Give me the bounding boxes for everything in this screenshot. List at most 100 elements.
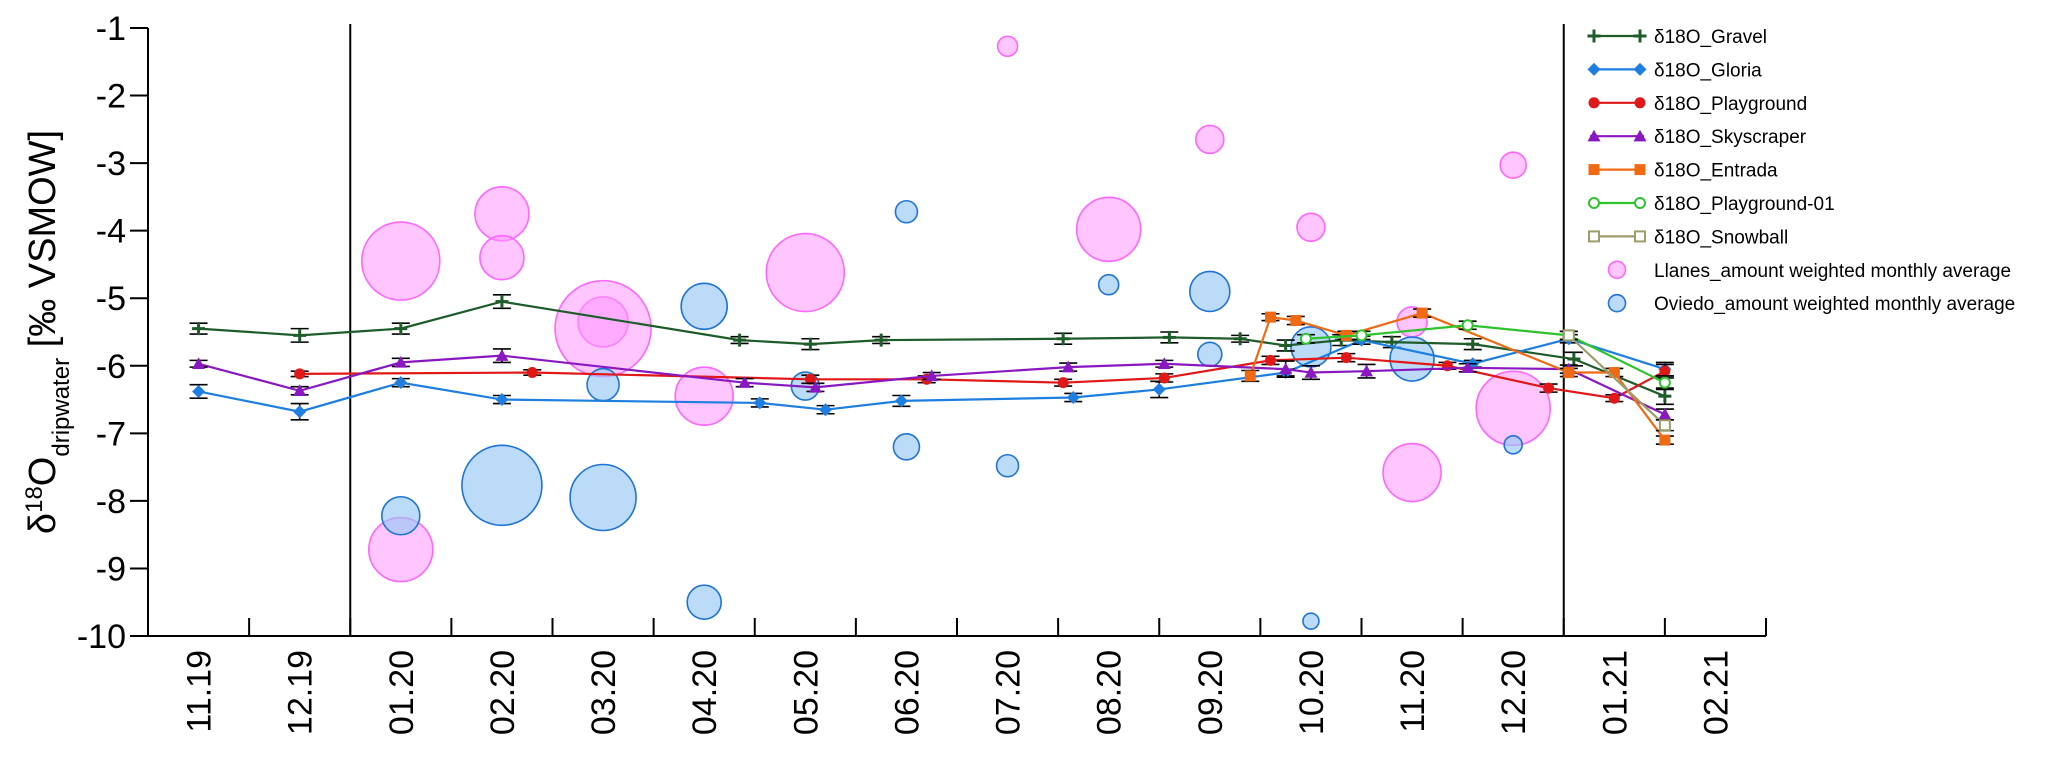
data-point: [1061, 360, 1075, 373]
data-point: [1588, 197, 1600, 209]
legend-item: δ18O_Playground: [1588, 94, 1807, 115]
data-point: [192, 384, 206, 398]
bubble-point: [686, 584, 722, 621]
bubble-layer: [361, 35, 1551, 630]
data-point: [526, 367, 538, 379]
data-point: [1588, 97, 1600, 109]
data-point: [1157, 357, 1171, 369]
reference-lines: [349, 24, 1565, 636]
data-point: [1304, 366, 1318, 378]
bubble-point: [569, 463, 637, 532]
bubble-point: [1197, 341, 1223, 368]
data-point: [293, 405, 307, 419]
data-point: [1587, 129, 1601, 142]
x-tick-label: 11.19: [181, 650, 219, 733]
x-tick-label: 07.20: [990, 650, 1028, 735]
series-line: [299, 356, 1666, 400]
data-point: [1543, 382, 1555, 394]
data-point: [1461, 319, 1474, 332]
bubble-point: [674, 366, 734, 426]
data-point: [1057, 377, 1069, 389]
legend-item: δ18O_Skyscraper: [1587, 127, 1807, 148]
data-point: [874, 333, 888, 347]
data-point: [1634, 97, 1646, 109]
data-point: [1567, 352, 1581, 366]
y-tick-label: -4: [96, 213, 126, 251]
y-tick-label: -1: [96, 10, 126, 48]
legend-label: Oviedo_amount weighted monthly average: [1654, 294, 2015, 315]
data-point: [1244, 370, 1256, 382]
x-tick-label: 04.20: [686, 650, 724, 735]
x-tick-label: 06.20: [888, 650, 926, 735]
x-tick-label: 02.21: [1697, 650, 1735, 735]
legend-swatch: [1607, 293, 1627, 313]
legend-label: δ18O_Entrada: [1654, 161, 1778, 182]
data-point: [733, 333, 747, 347]
bubble-point: [1097, 273, 1120, 296]
data-point: [192, 322, 206, 336]
data-point: [819, 403, 833, 417]
data-point: [1355, 329, 1368, 342]
y-tick-label: -9: [96, 550, 126, 588]
data-point: [1299, 332, 1312, 345]
data-point: [1466, 337, 1480, 351]
data-point: [192, 357, 206, 369]
series-group: [1241, 307, 1674, 446]
y-axis-label: δ18Odripwater [‰ VSMOW]: [21, 130, 75, 534]
data-point: [804, 373, 816, 385]
legend-label: δ18O_Gloria: [1654, 60, 1762, 81]
data-point: [1279, 339, 1293, 353]
x-tick-label: 12.19: [282, 650, 320, 735]
series-group: [189, 348, 1674, 421]
legend-item: δ18O_Gloria: [1587, 60, 1762, 81]
data-point: [1340, 352, 1352, 364]
bubble-point: [995, 453, 1020, 478]
data-point: [1562, 329, 1575, 342]
series-line: [198, 300, 1666, 398]
bubble-point: [461, 444, 543, 527]
series-group: [1559, 329, 1674, 432]
data-point: [1588, 164, 1600, 176]
bubble-point: [1499, 151, 1527, 179]
y-tick-label: -10: [77, 618, 126, 656]
x-tick-label: 01.21: [1596, 650, 1634, 735]
data-point: [1416, 307, 1428, 319]
x-tick-label: 11.20: [1394, 650, 1432, 733]
y-tick-label: -3: [96, 145, 126, 183]
legend-label: δ18O_Snowball: [1654, 227, 1788, 248]
data-point: [1587, 29, 1601, 43]
bubble-point: [1189, 270, 1231, 313]
x-tick-label: 08.20: [1091, 650, 1129, 735]
data-point: [1264, 354, 1276, 366]
data-point: [1658, 389, 1672, 403]
data-point: [294, 368, 306, 380]
axes: -1 -2 -3 -4 -5 -6 -7 -8 -9 -10 11.19 12.19 01.20 02.2…: [21, 10, 1767, 735]
bubble-point: [894, 199, 919, 224]
data-point: [495, 349, 509, 361]
x-tick-label: 03.20: [585, 650, 623, 735]
data-point: [1658, 407, 1672, 420]
y-tick-label: -6: [96, 348, 126, 386]
y-tick-label: -5: [96, 280, 126, 318]
bubble-point: [1302, 612, 1320, 630]
data-point: [1158, 372, 1170, 384]
data-point: [1152, 382, 1166, 396]
data-point: [1056, 332, 1070, 346]
data-point: [293, 384, 307, 396]
data-point: [394, 322, 408, 336]
data-point: [394, 376, 408, 390]
x-tick-label: 10.20: [1293, 650, 1331, 735]
bubble-point: [479, 234, 525, 281]
bubble-point: [1195, 124, 1225, 155]
data-point: [808, 380, 822, 393]
data-point: [1360, 364, 1374, 377]
series-group: [290, 352, 1674, 404]
data-point: [1608, 367, 1620, 379]
data-point: [394, 355, 408, 368]
x-tick-label: 01.20: [383, 650, 421, 735]
series-layer: [189, 294, 1674, 446]
data-point: [1659, 434, 1671, 446]
data-point: [1279, 362, 1293, 375]
legend-item: Oviedo_amount weighted monthly average: [1607, 293, 2015, 315]
